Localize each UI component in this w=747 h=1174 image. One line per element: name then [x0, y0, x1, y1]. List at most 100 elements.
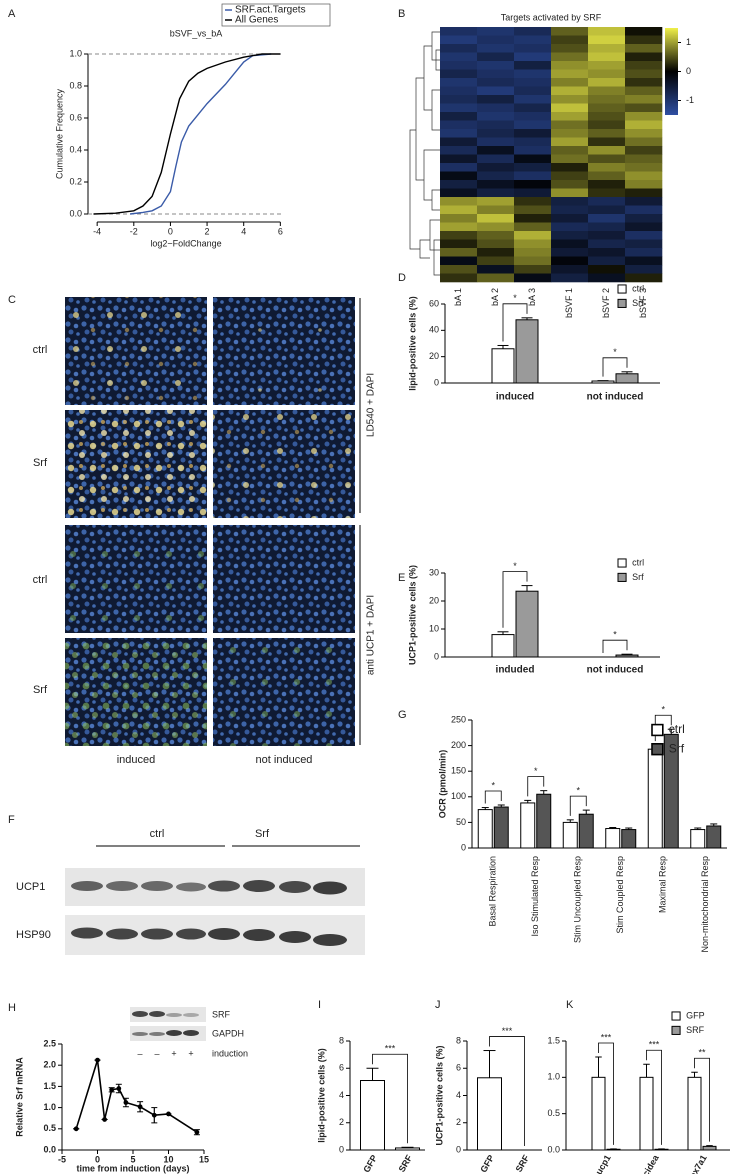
- data-point: [102, 1117, 107, 1122]
- row-label: ctrl: [33, 574, 48, 586]
- bar: [621, 829, 637, 849]
- heatmap-cell: [588, 112, 626, 121]
- data-point: [73, 1126, 79, 1132]
- column-label: bA 3: [527, 288, 537, 306]
- heatmap-cell: [588, 205, 626, 215]
- heatmap-cell: [588, 188, 626, 198]
- y-tick-label: 1.0: [43, 1102, 56, 1112]
- heatmap-cell: [514, 103, 552, 113]
- image-overlay: [65, 297, 207, 405]
- y-tick-label: 250: [451, 714, 466, 724]
- heatmap-cell: [588, 239, 626, 249]
- legend-swatch: [617, 558, 627, 568]
- heatmap-cell: [625, 265, 663, 274]
- heatmap-cell: [625, 112, 663, 121]
- heatmap-cell: [440, 273, 478, 283]
- legend-swatch: [671, 1025, 681, 1035]
- heatmap-cell: [625, 146, 663, 155]
- y-tick-label: 1.5: [547, 1035, 560, 1045]
- legend-swatch: [617, 572, 627, 582]
- y-axis-label: lipid-positive cells (%): [407, 296, 417, 391]
- y-tick-label: 200: [451, 740, 466, 750]
- bar: [536, 793, 552, 849]
- heatmap-cell: [625, 52, 663, 62]
- data-point: [151, 1112, 157, 1118]
- heatmap-cell: [625, 154, 663, 164]
- significance-label: ***: [649, 1040, 660, 1050]
- heatmap-cell: [588, 248, 626, 257]
- heatmap-cell: [551, 146, 589, 155]
- heatmap-cell: [588, 52, 626, 62]
- heatmap-cell: [514, 78, 552, 87]
- y-axis-label: Relative Srf mRNA: [14, 1057, 24, 1137]
- heatmap-cell: [551, 78, 589, 87]
- y-tick-label: 1.0: [547, 1072, 560, 1082]
- significance-bracket: [527, 776, 545, 797]
- image-overlay: [213, 638, 355, 746]
- bar: [605, 828, 621, 849]
- heatmap-cell: [477, 78, 515, 87]
- heatmap-cell: [551, 120, 589, 130]
- bar: [477, 1077, 502, 1151]
- y-tick-label: 0: [339, 1144, 344, 1154]
- significance-bracket: [598, 1042, 614, 1145]
- colorbar-label: -1: [686, 95, 694, 105]
- heatmap-cell: [514, 273, 552, 283]
- y-tick-label: 0: [434, 377, 439, 387]
- heatmap-cell: [551, 35, 589, 45]
- heatmap-cell: [514, 180, 552, 189]
- y-tick-label: 0.0: [43, 1144, 56, 1154]
- heatmap-cell: [514, 120, 552, 130]
- blot-strip: [130, 1007, 206, 1022]
- panel-label: C: [8, 294, 16, 306]
- heatmap-cell: [514, 188, 552, 198]
- heatmap-cell: [588, 222, 626, 232]
- data-point: [116, 1086, 122, 1091]
- dendrogram: [409, 31, 440, 276]
- bar: [706, 825, 722, 849]
- y-tick-label: 40: [429, 325, 439, 335]
- heatmap-cell: [477, 197, 515, 206]
- y-tick-label: 100: [451, 791, 466, 801]
- heatmap-cell: [477, 222, 515, 232]
- panel-label: B: [398, 8, 405, 20]
- y-tick-label: 0.8: [69, 80, 82, 90]
- heatmap-cell: [440, 248, 478, 257]
- data-line: [130, 53, 272, 215]
- heatmap-cell: [514, 214, 552, 223]
- heatmap-cell: [440, 61, 478, 70]
- heatmap-cell: [625, 248, 663, 257]
- heatmap-cell: [477, 214, 515, 223]
- heatmap-cell: [625, 188, 663, 198]
- heatmap-cell: [440, 86, 478, 96]
- heatmap-cell: [477, 86, 515, 96]
- heatmap-cell: [625, 163, 663, 172]
- heatmap-cell: [477, 171, 515, 181]
- heatmap-cell: [477, 69, 515, 79]
- row-label: Srf: [33, 457, 48, 469]
- western-blot: F ctrl Srf UCP1 HSP90: [8, 814, 365, 955]
- heatmap-cell: [551, 256, 589, 266]
- x-tick-label: 0: [168, 226, 173, 236]
- legend-label: Srf: [632, 298, 644, 308]
- protein-label: HSP90: [16, 929, 51, 941]
- heatmap-cell: [588, 231, 626, 240]
- significance-label: *: [661, 705, 665, 715]
- heatmap-cell: [477, 52, 515, 62]
- heatmap-cell: [514, 69, 552, 79]
- bar: [690, 829, 706, 849]
- column-label: bA 2: [490, 288, 500, 306]
- y-axis-label: lipid-positive cells (%): [316, 1048, 326, 1143]
- heatmap-cell: [440, 95, 478, 104]
- lane-title: induction: [212, 1048, 248, 1058]
- heatmap-cell: [477, 188, 515, 198]
- y-tick-label: 1.5: [43, 1081, 56, 1091]
- panel-label: G: [398, 709, 407, 721]
- heatmap-cell: [477, 265, 515, 274]
- heatmap-cell: [514, 86, 552, 96]
- heatmap-cell: [551, 52, 589, 62]
- stain-label: anti UCP1 + DAPI: [366, 595, 377, 675]
- lane-label: +: [171, 1048, 176, 1058]
- y-tick-label: 20: [429, 351, 439, 361]
- bar: [647, 748, 663, 849]
